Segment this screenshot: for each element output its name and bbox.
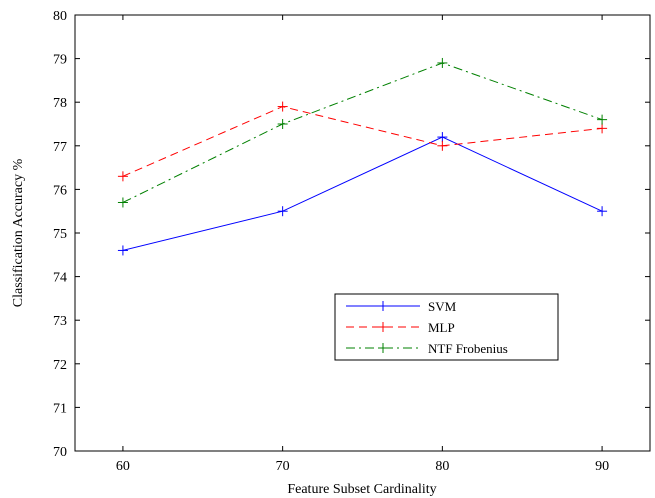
data-point [117,171,128,182]
axis-ticks: 70 71 72 73 74 75 76 77 78 79 80 60 70 80 90 [53,9,650,474]
data-point [277,119,288,129]
y-tick-label: 77 [53,140,67,155]
y-tick-label: 75 [53,227,67,242]
series-line [122,106,603,177]
y-tick-label: 70 [53,445,67,460]
y-tick-label: 80 [53,9,67,24]
x-tick-label: 90 [595,459,609,474]
x-tick-label: 70 [276,459,290,474]
y-tick-label: 78 [53,96,67,111]
series-ntf-frobenius [117,57,608,208]
series-line [122,62,603,203]
x-axis-label: Feature Subset Cardinality [287,482,436,497]
data-point [597,114,608,125]
data-point [117,245,128,256]
y-axis-label: Classification Accuracy % [11,158,26,307]
data-point [437,57,448,68]
x-tick-label: 60 [116,459,130,474]
data-point [277,101,288,112]
legend: SVM MLP NTF Frobenius [334,293,559,361]
y-tick-label: 71 [53,401,67,416]
series-svm [117,132,608,256]
data-point [437,140,448,151]
series-mlp [117,101,608,182]
legend-label: NTF Frobenius [428,341,508,356]
plot-frame [74,14,651,452]
y-tick-label: 76 [53,183,67,198]
data-point [597,123,608,134]
legend-label: MLP [428,320,455,335]
data-point [597,206,608,217]
legend-entry: SVM [346,299,457,314]
y-tick-label: 73 [53,314,67,329]
x-tick-label: 80 [435,459,449,474]
legend-entry: MLP [346,320,455,335]
legend-entry: NTF Frobenius [346,341,508,356]
data-point [277,206,288,217]
legend-label: SVM [428,299,457,314]
data-point [117,197,128,208]
y-tick-label: 74 [53,271,67,286]
y-tick-label: 79 [53,53,67,68]
series-layer [117,57,608,256]
y-tick-label: 72 [53,358,67,373]
series-line [122,136,603,251]
data-point [437,132,448,143]
